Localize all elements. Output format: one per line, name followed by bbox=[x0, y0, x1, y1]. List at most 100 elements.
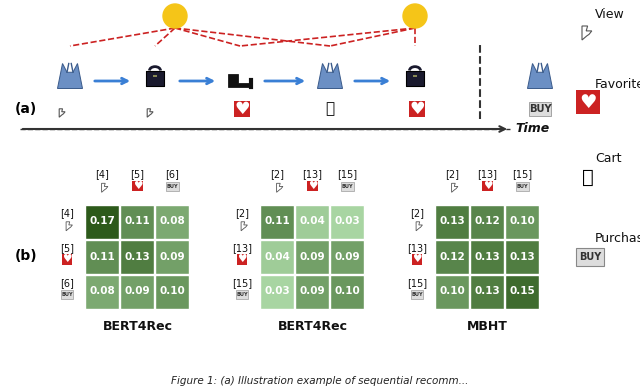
Bar bbox=[505, 205, 539, 239]
Text: [15]: [15] bbox=[407, 278, 427, 289]
Bar bbox=[155, 275, 189, 309]
Text: 0.17: 0.17 bbox=[90, 217, 115, 226]
Bar bbox=[85, 240, 119, 274]
Bar bbox=[406, 70, 424, 86]
Text: 0.09: 0.09 bbox=[125, 287, 150, 296]
Text: [2]: [2] bbox=[235, 208, 249, 219]
Bar bbox=[576, 90, 600, 114]
Bar bbox=[120, 240, 154, 274]
Polygon shape bbox=[416, 222, 422, 231]
Circle shape bbox=[163, 4, 187, 28]
Text: 0.03: 0.03 bbox=[335, 217, 360, 226]
Bar bbox=[435, 240, 469, 274]
Polygon shape bbox=[317, 63, 342, 88]
Text: 0.13: 0.13 bbox=[509, 251, 536, 262]
Bar bbox=[61, 291, 74, 299]
Bar bbox=[260, 240, 294, 274]
Bar bbox=[234, 101, 250, 117]
Text: [15]: [15] bbox=[337, 169, 358, 179]
Bar bbox=[576, 248, 604, 266]
Text: Figure 1: (a) Illustration example of sequential recomm...: Figure 1: (a) Illustration example of se… bbox=[172, 376, 468, 386]
Text: [13]: [13] bbox=[303, 169, 323, 179]
Text: 0.04: 0.04 bbox=[300, 217, 325, 226]
Bar bbox=[120, 205, 154, 239]
Polygon shape bbox=[58, 63, 83, 88]
Text: 0.08: 0.08 bbox=[90, 287, 115, 296]
Text: (b): (b) bbox=[15, 249, 38, 264]
Bar bbox=[482, 181, 493, 192]
Text: ♥: ♥ bbox=[483, 181, 492, 191]
Text: ♥: ♥ bbox=[308, 181, 317, 191]
Text: 0.13: 0.13 bbox=[475, 287, 500, 296]
Bar bbox=[295, 240, 329, 274]
Bar bbox=[120, 275, 154, 309]
Text: 🛒: 🛒 bbox=[325, 102, 335, 117]
Text: View: View bbox=[595, 7, 625, 20]
Text: [2]: [2] bbox=[410, 208, 424, 219]
Bar bbox=[435, 205, 469, 239]
Bar bbox=[146, 70, 164, 86]
Polygon shape bbox=[102, 183, 108, 192]
Text: 0.10: 0.10 bbox=[509, 217, 536, 226]
Text: 0.04: 0.04 bbox=[264, 251, 291, 262]
Text: BUY: BUY bbox=[342, 183, 353, 188]
Text: BUY: BUY bbox=[166, 183, 179, 188]
Text: [2]: [2] bbox=[271, 169, 285, 179]
Text: Favorite: Favorite bbox=[595, 77, 640, 90]
Bar bbox=[307, 181, 318, 192]
Text: BERT4Rec: BERT4Rec bbox=[278, 319, 348, 332]
Text: [15]: [15] bbox=[513, 169, 532, 179]
Text: [13]: [13] bbox=[407, 244, 427, 253]
Bar bbox=[330, 240, 364, 274]
Text: 0.09: 0.09 bbox=[335, 251, 360, 262]
Text: 🛒: 🛒 bbox=[582, 167, 594, 187]
Text: [4]: [4] bbox=[60, 208, 74, 219]
Text: 0.12: 0.12 bbox=[475, 217, 500, 226]
Text: 0.03: 0.03 bbox=[264, 287, 291, 296]
Text: Purchase: Purchase bbox=[595, 233, 640, 246]
Polygon shape bbox=[60, 109, 65, 117]
Polygon shape bbox=[276, 183, 283, 192]
Text: BUY: BUY bbox=[579, 252, 601, 262]
Bar bbox=[330, 275, 364, 309]
Bar bbox=[132, 181, 143, 192]
Bar bbox=[85, 275, 119, 309]
Text: ♥: ♥ bbox=[237, 255, 247, 264]
Bar bbox=[237, 254, 248, 265]
Bar bbox=[470, 205, 504, 239]
Text: 0.13: 0.13 bbox=[440, 217, 465, 226]
Bar bbox=[260, 275, 294, 309]
Text: 0.15: 0.15 bbox=[509, 287, 536, 296]
Bar bbox=[236, 291, 248, 299]
Bar bbox=[155, 240, 189, 274]
Bar bbox=[295, 275, 329, 309]
Text: ♥: ♥ bbox=[132, 181, 142, 191]
Text: BUY: BUY bbox=[516, 183, 528, 188]
Circle shape bbox=[403, 4, 427, 28]
Bar bbox=[412, 254, 422, 265]
Text: [5]: [5] bbox=[131, 169, 145, 179]
Text: 0.10: 0.10 bbox=[335, 287, 360, 296]
Text: BUY: BUY bbox=[61, 292, 73, 297]
Text: BUY: BUY bbox=[529, 104, 551, 114]
Text: 0.11: 0.11 bbox=[90, 251, 115, 262]
Bar bbox=[529, 102, 551, 116]
Bar bbox=[341, 182, 354, 190]
Bar bbox=[410, 101, 425, 117]
Text: (a): (a) bbox=[15, 102, 37, 116]
Text: MBHT: MBHT bbox=[467, 319, 508, 332]
Text: 0.10: 0.10 bbox=[440, 287, 465, 296]
Polygon shape bbox=[66, 222, 72, 231]
Text: ♥: ♥ bbox=[62, 255, 72, 264]
Polygon shape bbox=[582, 26, 592, 40]
Bar bbox=[155, 205, 189, 239]
Bar bbox=[330, 205, 364, 239]
Text: 0.11: 0.11 bbox=[125, 217, 150, 226]
Text: BERT4Rec: BERT4Rec bbox=[102, 319, 173, 332]
Text: ♥: ♥ bbox=[579, 93, 596, 111]
Bar bbox=[516, 182, 529, 190]
Text: BUY: BUY bbox=[411, 292, 423, 297]
Text: 0.08: 0.08 bbox=[159, 217, 186, 226]
Text: Cart: Cart bbox=[595, 152, 621, 165]
Text: Time: Time bbox=[515, 122, 549, 136]
